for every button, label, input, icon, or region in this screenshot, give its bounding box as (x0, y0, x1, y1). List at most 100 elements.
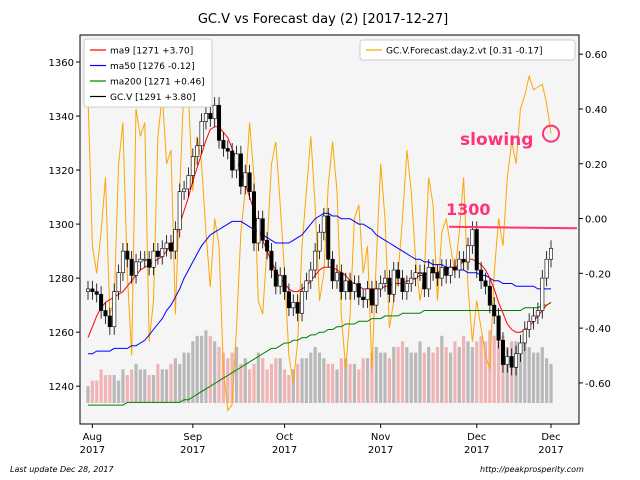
candle-body (400, 277, 405, 292)
volume-bar (374, 347, 378, 403)
volume-bar (90, 380, 94, 403)
annotations-layer: 1300 slowing (446, 124, 578, 230)
candle-body (112, 291, 117, 328)
candle-body (439, 267, 444, 279)
volume-bar (317, 352, 322, 403)
candle-body (479, 269, 484, 282)
x-axis-month-label: Dec (541, 432, 560, 443)
right-axis-tick-label: -0.60 (585, 379, 611, 390)
slowing-label: slowing (460, 130, 533, 150)
candle-body (134, 261, 139, 276)
volume-bar (304, 358, 308, 403)
candle-body (238, 153, 243, 187)
legend-right-box (359, 39, 576, 61)
candle-body (247, 172, 252, 192)
legend-layer: ma9 [1271 +3.70] ma50 [1276 -0.12] ma200 [… (83, 38, 576, 108)
volume-bar (370, 352, 374, 403)
candle-body (142, 258, 147, 261)
candle-body (383, 277, 388, 284)
candle-body (86, 288, 91, 292)
candle-body (234, 153, 239, 171)
right-axis-tick-label: 0.00 (585, 215, 607, 226)
volume-bar (99, 369, 103, 403)
candle-body (304, 280, 309, 292)
candle-body (190, 156, 195, 176)
volume-bar (309, 352, 313, 403)
candle-body (435, 272, 440, 279)
volume-bar (213, 341, 217, 403)
candle-body (212, 104, 217, 120)
candle-body (527, 321, 532, 330)
candle-body (531, 315, 536, 322)
volume-bar (239, 363, 243, 403)
volume-bar (348, 363, 352, 403)
volume-bar (130, 369, 134, 403)
candle-body (352, 283, 357, 292)
candle-body (243, 172, 248, 187)
volume-bar (496, 341, 501, 403)
candle-body (457, 258, 462, 271)
candle-body (278, 275, 283, 287)
volume-bar (86, 386, 90, 403)
candle-body (417, 272, 422, 275)
volume-bar (300, 358, 304, 403)
candle-body (470, 229, 475, 247)
volume-bar (230, 352, 234, 403)
legend-right-entry: GC.V.Forecast.day.2.vt [0.31 -0.17] (386, 47, 543, 57)
x-axis-year-label: 2017 (464, 445, 489, 456)
right-axis-tick-label: 0.60 (585, 50, 607, 61)
candle-body (269, 250, 274, 271)
volume-bar (248, 369, 252, 403)
left-axis-tick-label: 1240 (49, 382, 74, 393)
volume-bar (387, 358, 391, 403)
volume-bar (505, 347, 509, 403)
candle-body (396, 269, 401, 279)
volume-bar (396, 347, 400, 403)
left-axis-tick-label: 1260 (49, 328, 74, 339)
ma200-line (88, 301, 552, 406)
volume-bar (518, 347, 523, 403)
moving-average-layer (87, 126, 552, 406)
volume-bar (405, 347, 409, 403)
volume-bar (466, 341, 470, 403)
candle-body (225, 148, 230, 152)
volume-bar (479, 335, 483, 403)
volume-bar (413, 352, 418, 403)
left-axis-tick-label: 1280 (49, 274, 74, 285)
volume-bar (296, 363, 300, 403)
candle-body (221, 140, 226, 149)
volume-bar (549, 363, 553, 403)
legend-left-entry: ma50 [1276 -0.12] (110, 62, 195, 72)
volume-bar (195, 335, 199, 403)
candle-body (492, 304, 497, 317)
x-axis-year-label: 2017 (180, 445, 205, 456)
chart-title: GC.V vs Forecast day (2) [2017-12-27] (198, 12, 448, 27)
candle-body (138, 258, 143, 263)
candle-body (129, 258, 134, 276)
candle-body (522, 329, 527, 344)
candle-body (265, 240, 270, 252)
candle-body (500, 339, 505, 365)
volume-bar (169, 363, 173, 403)
candle-body (125, 250, 130, 260)
volume-bar (204, 330, 208, 403)
volume-bar (400, 341, 405, 403)
candle-body (544, 258, 549, 279)
level-1300-label: 1300 (446, 200, 491, 219)
candle-body (120, 250, 125, 274)
candle-body (348, 280, 353, 292)
volume-bar (243, 358, 247, 403)
volume-bar (339, 358, 343, 403)
candle-body (291, 302, 296, 309)
right-axis-tick-label: -0.40 (585, 324, 611, 335)
candle-body (535, 310, 540, 317)
candle-body (378, 283, 383, 290)
axes-layer: 1240 1260 1280 1300 1320 1340 1360 -0.60 -0.40 -0… (49, 50, 611, 456)
candle-body (374, 288, 379, 306)
candle-body (282, 275, 287, 292)
candle-body (147, 258, 152, 268)
volume-bar (536, 352, 540, 403)
last-update-note: Last update Dec 28, 2017 (10, 465, 114, 474)
volume-bar (226, 358, 230, 403)
volume-bar (427, 347, 431, 403)
